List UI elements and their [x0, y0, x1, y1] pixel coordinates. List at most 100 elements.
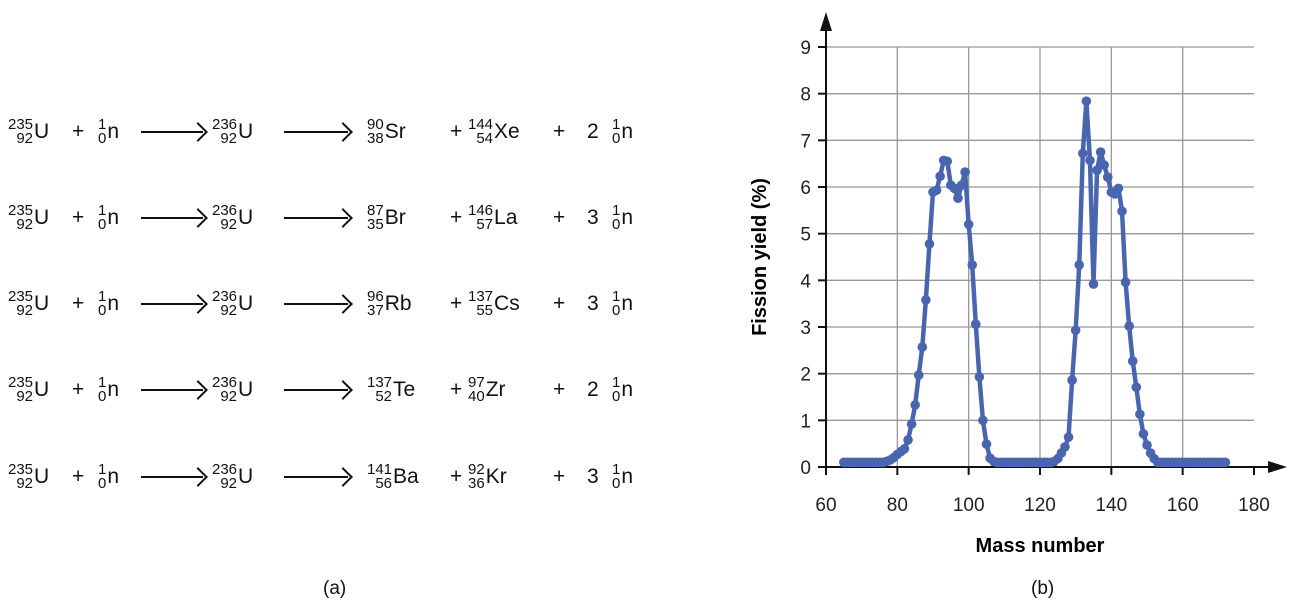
atomic-number: 55: [476, 302, 494, 319]
neutron-coefficient: 3: [587, 292, 599, 315]
atomic-number: 36: [468, 475, 485, 492]
data-point: [1063, 432, 1074, 442]
element-symbol: Br: [384, 206, 406, 229]
product-nucleus-2: 146 57 La: [468, 198, 517, 238]
data-point: [1127, 356, 1138, 366]
target-nucleus: 235 92 U: [8, 198, 49, 238]
data-point: [978, 415, 988, 426]
plus-sign: +: [553, 120, 566, 143]
element-symbol: U: [238, 292, 254, 315]
plus-sign: +: [553, 206, 566, 229]
data-point: [906, 419, 917, 429]
product-nucleus-1: 141 56 Ba: [367, 457, 419, 497]
mass-number: 236: [212, 288, 238, 305]
mass-number: 137: [468, 288, 494, 305]
data-point: [1067, 375, 1077, 386]
mass-number: 1: [612, 202, 621, 219]
plus-sign: +: [553, 465, 566, 488]
element-symbol: Kr: [485, 465, 507, 488]
element-symbol: Xe: [494, 120, 520, 143]
y-tick-label: 3: [800, 318, 811, 339]
target-nucleus: 235 92 U: [8, 457, 49, 497]
reaction-arrow: [284, 303, 348, 305]
mass-number: 236: [212, 116, 238, 133]
x-tick-label: 180: [1238, 495, 1270, 516]
element-symbol: n: [621, 206, 634, 229]
element-symbol: n: [107, 465, 120, 488]
data-point: [1124, 321, 1134, 331]
data-point: [1120, 277, 1131, 288]
neutron-coefficient: 3: [587, 465, 599, 488]
atomic-number: 0: [98, 216, 107, 233]
product-nucleus-1: 87 35 Br: [367, 198, 406, 238]
data-point: [1074, 260, 1085, 270]
atomic-number: 0: [98, 130, 107, 147]
plus-sign: +: [72, 120, 85, 143]
mass-number: 236: [212, 461, 238, 478]
reaction-arrow: [141, 131, 203, 133]
data-point: [1142, 440, 1152, 450]
data-point: [899, 444, 910, 454]
x-tick-label: 160: [1167, 495, 1199, 516]
atomic-number: 52: [375, 388, 393, 405]
neutron-coefficient: 3: [587, 206, 599, 229]
caption-b: (b): [1031, 578, 1055, 599]
plus-sign: +: [72, 378, 85, 401]
atomic-number: 0: [612, 216, 621, 233]
plus-sign: +: [450, 206, 463, 229]
target-nucleus: 235 92 U: [8, 370, 49, 410]
atomic-number: 92: [16, 130, 34, 147]
atomic-number: 92: [220, 475, 238, 492]
data-point: [1131, 382, 1142, 393]
reaction-arrow: [141, 303, 203, 305]
reaction-arrow: [141, 217, 203, 219]
compound-nucleus: 236 92 U: [212, 457, 253, 497]
data-point: [1070, 325, 1081, 336]
y-tick-label: 0: [800, 458, 811, 479]
x-tick-label: 100: [953, 495, 985, 516]
mass-number: 236: [212, 202, 238, 219]
data-point: [960, 167, 970, 177]
mass-number: 235: [8, 202, 34, 219]
mass-number: 90: [367, 116, 384, 133]
mass-number: 97: [468, 374, 485, 391]
data-point: [903, 435, 913, 445]
mass-number: 1: [98, 202, 107, 219]
data-point: [942, 156, 953, 167]
atomic-number: 0: [98, 302, 107, 319]
element-symbol: n: [621, 120, 634, 143]
y-tick-label: 1: [800, 411, 811, 432]
y-tick-label: 5: [800, 225, 811, 246]
data-point: [1088, 279, 1099, 289]
atomic-number: 92: [220, 130, 238, 147]
mass-number: 1: [612, 374, 621, 391]
element-symbol: Zr: [485, 378, 506, 401]
atomic-number: 0: [612, 475, 621, 492]
data-point: [1060, 442, 1070, 452]
data-point: [931, 185, 942, 196]
y-axis-arrow: [820, 12, 832, 31]
data-point: [1113, 183, 1124, 194]
x-tick-label: 120: [1024, 495, 1056, 516]
mass-number: 235: [8, 288, 34, 305]
element-symbol: U: [34, 206, 50, 229]
reaction-arrow: [284, 217, 348, 219]
reaction-arrow: [141, 389, 203, 391]
element-symbol: U: [238, 206, 254, 229]
data-point: [1085, 155, 1095, 166]
element-symbol: U: [238, 378, 254, 401]
mass-number: 87: [367, 202, 384, 219]
data-point: [917, 342, 928, 352]
plus-sign: +: [72, 465, 85, 488]
mass-number: 235: [8, 374, 34, 391]
yield-line: [843, 98, 1226, 465]
element-symbol: La: [494, 206, 518, 229]
